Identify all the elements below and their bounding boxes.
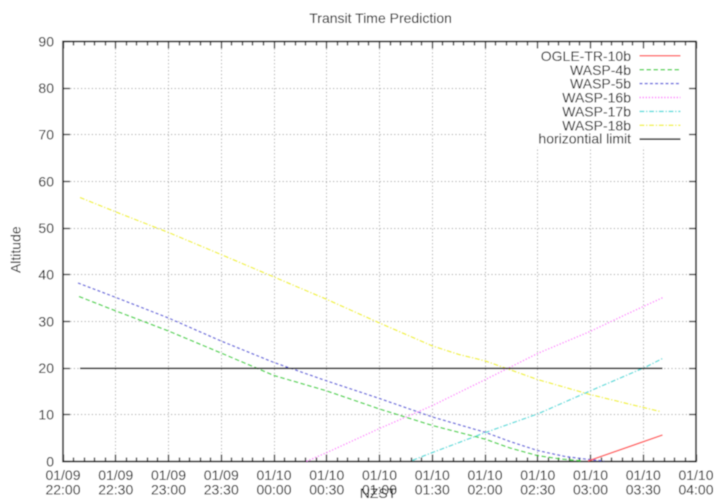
svg-text:01/09: 01/09 xyxy=(98,467,133,483)
svg-text:01/10: 01/10 xyxy=(256,467,291,483)
svg-text:01/10: 01/10 xyxy=(467,467,502,483)
svg-text:horizontial limit: horizontial limit xyxy=(538,131,631,147)
svg-text:10: 10 xyxy=(38,407,54,423)
svg-text:Altitude: Altitude xyxy=(7,226,23,273)
svg-text:40: 40 xyxy=(38,267,54,283)
svg-text:01/10: 01/10 xyxy=(362,467,397,483)
svg-text:50: 50 xyxy=(38,220,54,236)
svg-text:WASP-4b: WASP-4b xyxy=(570,62,631,78)
svg-text:04:00: 04:00 xyxy=(678,481,713,497)
svg-text:70: 70 xyxy=(38,127,54,143)
svg-text:WASP-17b: WASP-17b xyxy=(562,104,631,120)
svg-text:01/09: 01/09 xyxy=(45,467,80,483)
svg-text:01/09: 01/09 xyxy=(204,467,239,483)
svg-text:23:00: 23:00 xyxy=(151,481,186,497)
svg-text:02:00: 02:00 xyxy=(467,481,502,497)
svg-text:30: 30 xyxy=(38,313,54,329)
svg-text:60: 60 xyxy=(38,173,54,189)
svg-text:01:00: 01:00 xyxy=(362,481,397,497)
svg-text:01/09: 01/09 xyxy=(151,467,186,483)
svg-text:01/10: 01/10 xyxy=(626,467,661,483)
svg-text:WASP-16b: WASP-16b xyxy=(562,90,631,106)
svg-text:01/10: 01/10 xyxy=(415,467,450,483)
svg-text:80: 80 xyxy=(38,80,54,96)
svg-text:01/10: 01/10 xyxy=(573,467,608,483)
svg-text:WASP-5b: WASP-5b xyxy=(570,76,631,92)
svg-text:WASP-18b: WASP-18b xyxy=(562,117,631,133)
svg-text:0: 0 xyxy=(46,453,54,469)
svg-text:01/10: 01/10 xyxy=(309,467,344,483)
svg-text:20: 20 xyxy=(38,360,54,376)
svg-text:00:30: 00:30 xyxy=(309,481,344,497)
svg-text:01/10: 01/10 xyxy=(678,467,713,483)
svg-text:03:30: 03:30 xyxy=(626,481,661,497)
svg-text:Transit Time Prediction: Transit Time Prediction xyxy=(309,10,452,26)
svg-text:OGLE-TR-10b: OGLE-TR-10b xyxy=(541,48,631,64)
svg-text:23:30: 23:30 xyxy=(204,481,239,497)
svg-text:01/10: 01/10 xyxy=(520,467,555,483)
svg-text:01:30: 01:30 xyxy=(415,481,450,497)
svg-text:00:00: 00:00 xyxy=(256,481,291,497)
svg-text:03:00: 03:00 xyxy=(573,481,608,497)
svg-text:22:30: 22:30 xyxy=(98,481,133,497)
svg-text:02:30: 02:30 xyxy=(520,481,555,497)
svg-text:NZST: NZST xyxy=(360,485,397,501)
svg-text:22:00: 22:00 xyxy=(45,481,80,497)
svg-text:90: 90 xyxy=(38,33,54,49)
